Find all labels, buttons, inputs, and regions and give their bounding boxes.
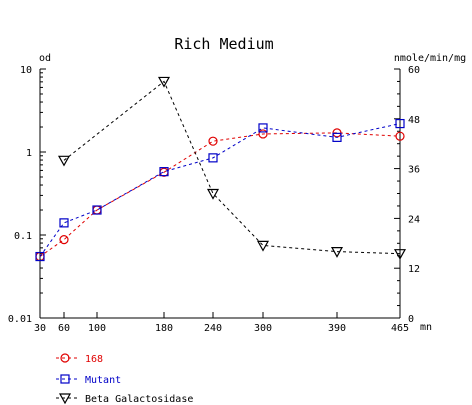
x-tick-label: 390 <box>328 323 346 334</box>
data-point-mutant <box>159 167 169 177</box>
series-layer <box>35 76 407 262</box>
x-tick-label: 180 <box>155 323 173 334</box>
left-axis-label: od <box>39 53 51 64</box>
chart-title: Rich Medium <box>174 35 273 53</box>
data-point-beta-galactosidase <box>256 240 270 252</box>
data-point-mutant <box>92 205 102 215</box>
data-point-168 <box>395 131 405 141</box>
x-tick-label: 240 <box>204 323 222 334</box>
data-point-beta-galactosidase <box>393 249 407 260</box>
right-tick-label: 48 <box>408 115 420 126</box>
axes-group: 10 1 0.1 0.01 60 48 36 24 12 0 30 60 100 180 240 300 390… <box>8 65 420 334</box>
data-point-mutant <box>258 123 268 133</box>
data-point-beta-galactosidase <box>330 247 344 258</box>
data-point-168 <box>258 129 268 139</box>
x-axis-unit-label: mn <box>420 322 432 333</box>
data-point-168 <box>208 136 218 146</box>
right-tick-label: 24 <box>408 214 420 225</box>
right-tick-label: 12 <box>408 264 420 275</box>
data-point-mutant <box>332 132 342 142</box>
x-tick-label: 60 <box>58 323 70 334</box>
series-line-beta-galactosidase <box>63 80 401 255</box>
legend-item-beta-galactosidase: Beta Galactosidase <box>56 393 193 405</box>
legend-label-mutant: Mutant <box>85 375 121 386</box>
legend: 168 Mutant Beta Galactosidase <box>56 353 193 405</box>
left-tick-label: 1 <box>26 148 32 159</box>
series-line-168 <box>39 132 401 257</box>
legend-item-mutant: Mutant <box>56 374 121 386</box>
left-tick-label: 10 <box>20 65 32 76</box>
legend-label-beta-galactosidase: Beta Galactosidase <box>85 394 193 405</box>
right-tick-label: 36 <box>408 165 420 176</box>
right-axis-label: nmole/min/mg <box>394 53 466 64</box>
legend-marker-beta-galactosidase <box>58 393 72 405</box>
x-tick-label: 300 <box>254 323 272 334</box>
legend-marker-168 <box>60 353 70 363</box>
data-point-beta-galactosidase <box>57 155 71 167</box>
data-point-mutant <box>208 153 218 163</box>
legend-marker-mutant <box>60 374 70 384</box>
left-tick-label: 0.1 <box>14 231 32 242</box>
x-tick-label: 465 <box>391 323 409 334</box>
left-tick-label: 0.01 <box>8 314 32 325</box>
legend-item-168: 168 <box>56 353 103 365</box>
series-168 <box>35 128 405 262</box>
series-mutant <box>35 118 405 262</box>
legend-label-168: 168 <box>85 354 103 365</box>
data-point-mutant <box>59 218 69 228</box>
data-point-168 <box>59 235 69 245</box>
data-point-beta-galactosidase <box>206 188 220 200</box>
x-tick-label: 30 <box>34 323 46 334</box>
right-tick-label: 0 <box>408 314 414 325</box>
series-line-mutant <box>39 123 401 257</box>
series-beta-galactosidase <box>57 76 407 260</box>
data-point-beta-galactosidase <box>157 76 171 88</box>
right-tick-label: 60 <box>408 65 420 76</box>
data-point-mutant <box>35 251 45 262</box>
x-tick-label: 100 <box>88 323 106 334</box>
data-point-mutant <box>395 118 405 129</box>
